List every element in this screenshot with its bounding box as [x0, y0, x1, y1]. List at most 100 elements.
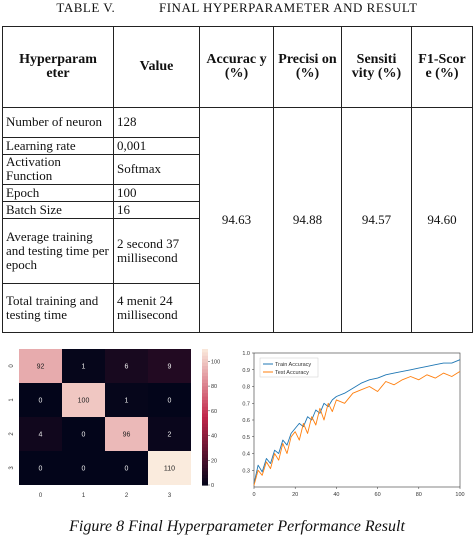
colorbar-segment	[202, 410, 208, 415]
y-tick-label: 0.7	[242, 401, 250, 407]
colorbar-segment	[202, 464, 208, 469]
colorbar-segment	[202, 474, 208, 479]
table-row: Batch Size 16	[2, 201, 473, 220]
colorbar-segment	[202, 396, 208, 401]
cell-value-label: 0	[39, 466, 43, 473]
x-tick-label: 60	[375, 492, 381, 498]
header-precision: Precisi on (%)	[273, 26, 342, 108]
table-row: Learning rate 0,001	[2, 136, 473, 155]
cell-value-label: 0	[125, 466, 129, 473]
x-tick-label: 0	[252, 492, 255, 498]
param-cell: Epoch	[2, 183, 114, 203]
colorbar-segment	[202, 383, 208, 387]
test-accuracy-line	[253, 371, 461, 486]
row-tick-label: 2	[9, 432, 15, 436]
colorbar-segment	[202, 427, 208, 432]
heatmap-cell	[19, 451, 62, 485]
heatmap-cell	[105, 349, 148, 383]
accuracy-value: 94.63	[199, 106, 274, 334]
train-accuracy-line	[253, 359, 461, 484]
cell-value-label: 100	[78, 398, 90, 405]
table-row: Epoch 100	[2, 183, 473, 203]
cell-value-label: 110	[164, 466, 175, 473]
table-number: TABLE V.	[56, 0, 116, 15]
colorbar-tick-label: 0	[211, 483, 214, 489]
colorbar-segment	[202, 454, 208, 459]
colorbar-segment	[202, 359, 208, 364]
colorbar-segment	[202, 417, 208, 421]
heatmap-cell	[105, 417, 148, 451]
colorbar-segment	[202, 379, 208, 384]
colorbar-segment	[202, 372, 208, 377]
heatmap-cell	[105, 451, 148, 485]
colorbar-segment	[202, 362, 208, 367]
y-tick-label: 0.4	[242, 452, 250, 458]
colorbar-segment	[202, 413, 208, 418]
sensitivity-value: 94.57	[341, 106, 412, 334]
header-hyperparameter: Hyperparam eter	[2, 26, 114, 108]
param-cell: Total training and testing time	[2, 282, 114, 334]
colorbar-tick-label: 60	[211, 409, 217, 415]
header-row: Hyperparam eter Value Accurac y (%) Prec…	[2, 26, 473, 108]
colorbar-segment	[202, 352, 208, 357]
y-tick-label: 1.0	[242, 351, 250, 357]
colorbar-segment	[202, 434, 208, 438]
x-tick-label: 100	[455, 492, 464, 498]
header-sensitivity: Sensiti vity (%)	[341, 26, 412, 108]
y-tick-label: 0.3	[242, 468, 250, 474]
figure-caption: Figure 8 Final Hyperparameter Performanc…	[69, 518, 405, 535]
param-cell: Learning rate	[2, 136, 114, 155]
param-cell: Batch Size	[2, 201, 114, 220]
colorbar-segment	[202, 366, 208, 370]
colorbar-segment	[202, 393, 208, 398]
heatmap-cell	[62, 417, 105, 451]
colorbar-tick-label: 40	[211, 434, 217, 440]
value-cell: 0,001	[113, 136, 200, 155]
colorbar-segment	[202, 447, 208, 452]
colorbar-segment	[202, 478, 208, 483]
value-cell: 2 second 37 millisecond	[113, 218, 200, 284]
legend-label: Train Accuracy	[275, 362, 311, 368]
param-cell: Average training and testing time per ep…	[2, 218, 114, 284]
table-caption: TABLE V. FINAL HYPERPARAMETER AND RESULT	[0, 0, 474, 18]
colorbar-segment	[202, 355, 208, 360]
cell-value-label: 4	[39, 432, 43, 439]
cell-value-label: 6	[125, 364, 129, 371]
precision-value: 94.88	[273, 106, 342, 334]
colorbar-segment	[202, 451, 208, 455]
legend-label: Test Accuracy	[275, 370, 309, 376]
cell-value-label: 1	[125, 398, 129, 405]
x-tick-label: 40	[333, 492, 339, 498]
table-row: Number of neuron 128 94.63 94.88 94.57 9…	[2, 106, 473, 334]
colorbar-segment	[202, 386, 208, 391]
cell-value-label: 0	[82, 466, 86, 473]
heatmap-cell	[148, 451, 191, 485]
colorbar-segment	[202, 400, 208, 404]
heatmap-cell	[62, 349, 105, 383]
cell-value-label: 0	[168, 398, 172, 405]
table-row: Average training and testing time per ep…	[2, 218, 473, 284]
colorbar-segment	[202, 369, 208, 374]
cell-value-label: 1	[82, 364, 86, 371]
value-cell: 128	[113, 106, 200, 138]
y-tick-label: 0.9	[242, 368, 250, 374]
column-tick-label: 2	[125, 493, 129, 499]
legend-box	[259, 357, 319, 378]
heatmap-cell	[148, 383, 191, 417]
row-tick-label: 0	[9, 364, 15, 368]
cell-value-label: 0	[82, 432, 86, 439]
f1-value: 94.60	[411, 106, 473, 334]
heatmap-cell	[62, 383, 105, 417]
heatmap-cell	[62, 451, 105, 485]
heatmap-cell	[19, 417, 62, 451]
colorbar-segment	[202, 468, 208, 472]
row-tick-label: 1	[9, 398, 15, 402]
value-cell: 4 menit 24 millisecond	[113, 282, 200, 334]
column-tick-label: 1	[82, 493, 86, 499]
colorbar-tick-label: 80	[211, 384, 217, 390]
colorbar-segment	[202, 406, 208, 411]
colorbar-segment	[202, 423, 208, 428]
value-cell: 16	[113, 201, 200, 220]
heatmap-cell	[148, 417, 191, 451]
